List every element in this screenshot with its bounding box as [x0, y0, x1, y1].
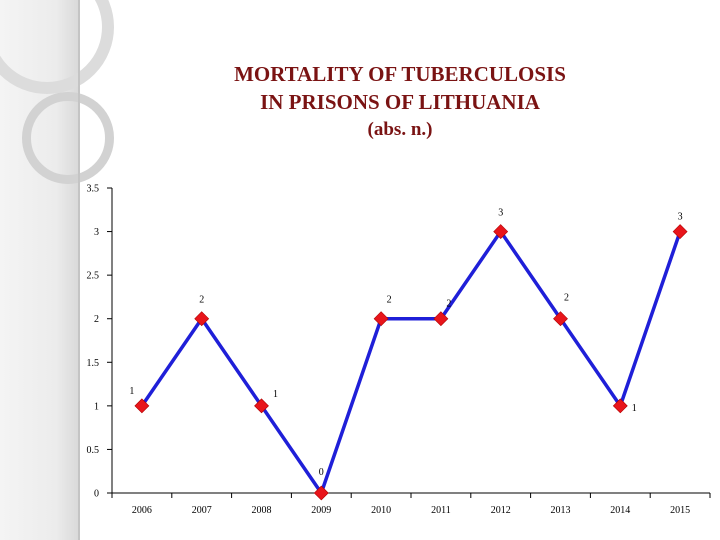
data-label: 3	[498, 208, 503, 219]
data-label: 2	[564, 293, 569, 304]
chart-title: MORTALITY OF TUBERCULOSIS	[234, 62, 566, 86]
data-point	[313, 485, 329, 501]
data-point	[254, 398, 269, 414]
series-line	[140, 228, 682, 497]
data-point	[553, 311, 568, 327]
data-label: 2	[387, 295, 392, 306]
data-point	[134, 398, 150, 414]
x-tick-label: 2011	[431, 505, 451, 516]
y-tick-label: 3	[94, 227, 99, 238]
x-tick-label: 2013	[551, 505, 571, 516]
y-tick-label: 1	[94, 401, 99, 412]
x-tick-label: 2010	[371, 505, 391, 516]
decorative-ring	[22, 92, 114, 184]
x-tick-label: 2009	[311, 505, 331, 516]
data-label: 0	[319, 467, 324, 478]
chart-title-line2: IN PRISONS OF LITHUANIA	[260, 90, 540, 114]
data-point	[194, 311, 210, 327]
data-label: 3	[678, 212, 683, 223]
data-point	[373, 311, 389, 327]
band-edge	[78, 0, 80, 540]
y-tick-label: 1.5	[87, 358, 100, 369]
data-label: 1	[632, 403, 637, 414]
data-point	[672, 224, 688, 239]
data-label: 1	[129, 386, 134, 397]
x-tick-label: 2015	[670, 505, 690, 516]
y-tick-label: 2.5	[87, 271, 100, 282]
data-label: 2	[446, 299, 451, 310]
x-tick-label: 2006	[132, 505, 152, 516]
y-tick-label: 0	[94, 489, 99, 500]
x-tick-label: 2008	[252, 505, 272, 516]
data-point	[493, 224, 509, 239]
x-tick-label: 2007	[192, 505, 212, 516]
data-label: 2	[199, 295, 204, 306]
x-tick-label: 2014	[610, 505, 630, 516]
data-label: 1	[273, 389, 278, 400]
y-tick-label: 0.5	[87, 445, 100, 456]
chart-title-block: MORTALITY OF TUBERCULOSIS IN PRISONS OF …	[80, 60, 720, 144]
chart-subtitle: (abs. n.)	[367, 119, 433, 140]
y-tick-label: 3.5	[87, 184, 100, 195]
x-tick-label: 2012	[491, 505, 511, 516]
data-point	[433, 311, 449, 327]
data-point	[612, 398, 628, 414]
y-tick-label: 2	[94, 314, 99, 325]
